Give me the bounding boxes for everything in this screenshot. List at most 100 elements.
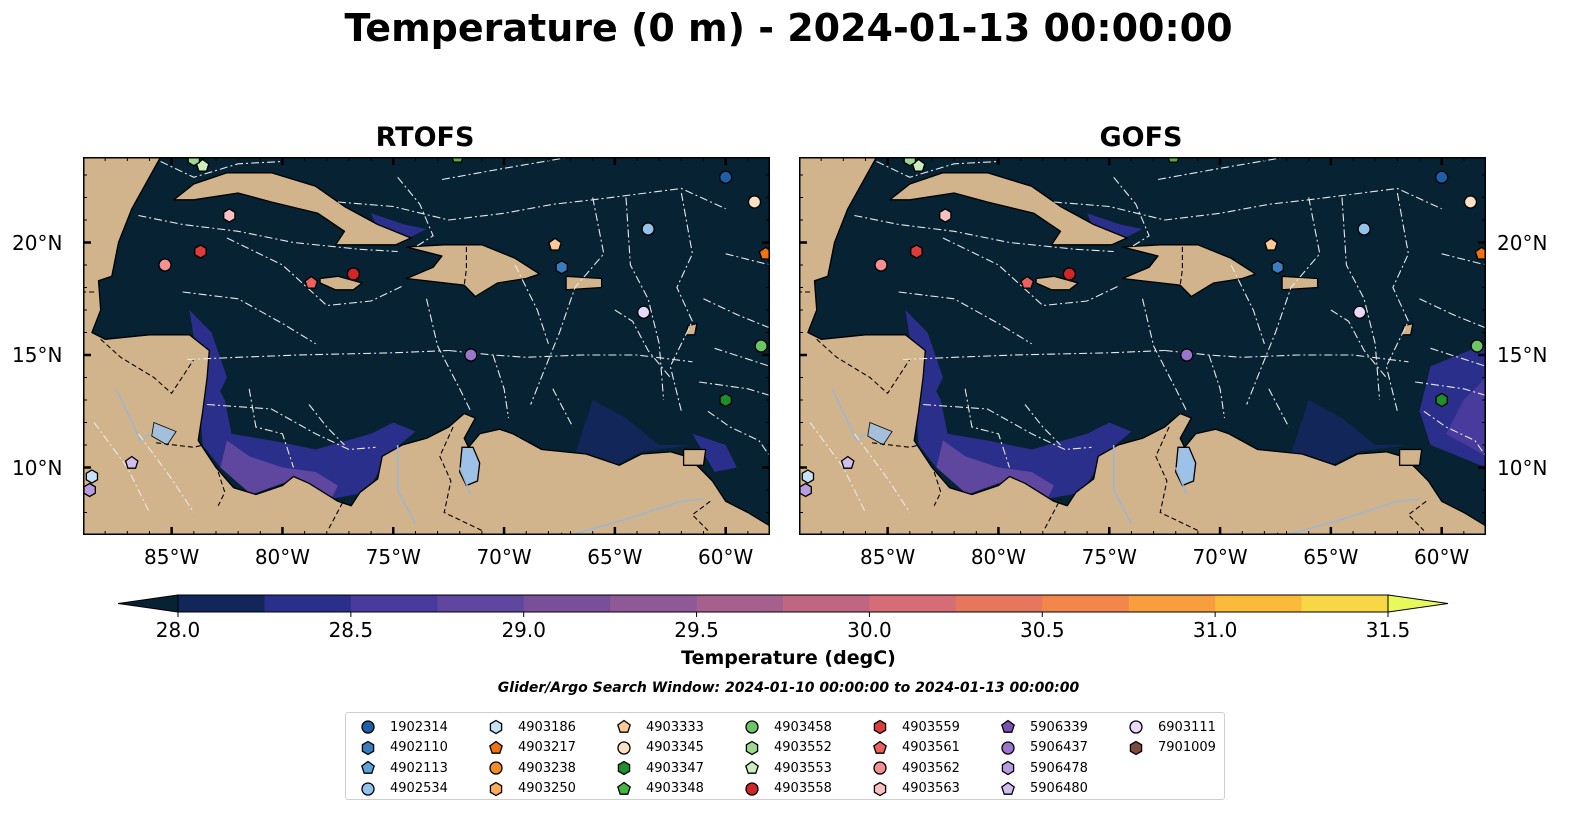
- legend-label: 4903458: [774, 719, 832, 735]
- legend-label: 4903186: [518, 719, 576, 735]
- float-marker-4902110: [555, 260, 568, 275]
- float-marker-4903562: [874, 258, 888, 272]
- hexagon-marker-icon: [617, 760, 631, 776]
- lon-tick-label: 75°W: [1081, 545, 1137, 569]
- lon-tick-label: 85°W: [860, 545, 916, 569]
- legend-item: 4903553: [744, 758, 832, 779]
- float-marker-4903458: [1470, 339, 1484, 353]
- legend-marker: [1129, 720, 1143, 734]
- hexagon-marker-icon: [1129, 740, 1143, 756]
- legend-column: 6903111 7901009: [1128, 717, 1216, 758]
- legend-item: 4903558: [744, 779, 832, 800]
- colorbar-tick-label: 28.5: [328, 618, 374, 642]
- hexagon-marker-icon: [745, 740, 759, 756]
- legend-item: 4903238: [488, 758, 576, 779]
- pentagon-marker-icon: [361, 760, 375, 775]
- legend-item: 4903333: [616, 717, 704, 738]
- legend-item: 4902110: [360, 738, 448, 759]
- lat-tick-label-left: 15°N: [12, 343, 63, 367]
- pentagon-marker-icon: [1001, 781, 1015, 795]
- float-marker-4903563: [223, 208, 236, 223]
- legend-item: 4903348: [616, 779, 704, 800]
- legend-label: 4902110: [390, 740, 448, 756]
- float-marker-4903558: [346, 267, 361, 281]
- colorbar-bin: [1215, 595, 1303, 612]
- legend-marker: [617, 781, 631, 795]
- float-marker-5906437: [1180, 348, 1194, 362]
- lon-tick-label: 60°W: [1414, 545, 1470, 569]
- circle-marker-icon: [745, 782, 759, 796]
- colorbar: [117, 594, 1449, 617]
- legend-item: 4903563: [872, 779, 960, 800]
- hexagon-marker-icon: [489, 781, 503, 797]
- float-marker-4903561: [1020, 275, 1035, 289]
- land: [799, 157, 1486, 535]
- legend-item: 4903217: [488, 738, 576, 759]
- legend-column: 4903333 4903345 4903347 4903348: [616, 717, 704, 799]
- colorbar-bin: [437, 595, 525, 612]
- colorbar-extend-min: [117, 594, 179, 613]
- colorbar-tick-label: 31.5: [1365, 618, 1411, 642]
- legend-item: 7901009: [1128, 738, 1216, 759]
- colorbar-label: Temperature (degC): [681, 647, 896, 669]
- legend-item: 1902314: [360, 717, 448, 738]
- legend-label: 4903561: [902, 740, 960, 756]
- legend-item: 5906478: [1000, 758, 1088, 779]
- legend-label: 4902113: [390, 760, 448, 776]
- lon-tick-label: 85°W: [144, 545, 200, 569]
- circle-marker-icon: [361, 782, 375, 796]
- legend-marker: [489, 761, 503, 775]
- legend-item: 4902534: [360, 779, 448, 800]
- legend-label: 4903348: [646, 781, 704, 797]
- lat-tick-label-left: 10°N: [12, 455, 63, 480]
- search-window-text: Glider/Argo Search Window: 2024-01-10 00…: [497, 680, 1080, 696]
- pentagon-marker-icon: [745, 760, 759, 775]
- legend-item: 4902113: [360, 758, 448, 779]
- float-marker-5906437: [464, 348, 478, 362]
- float-marker-4903217: [758, 246, 770, 260]
- legend-label: 5906437: [1030, 740, 1088, 756]
- float-marker-6903111: [1353, 305, 1367, 319]
- circle-marker-icon: [617, 741, 631, 755]
- pentagon-marker-icon: [1001, 719, 1015, 734]
- colorbar-bin: [264, 595, 352, 612]
- legend-label: 4903217: [518, 740, 576, 756]
- float-marker-4903186: [801, 469, 815, 484]
- float-marker-4903559: [194, 244, 207, 259]
- legend-item: 5906437: [1000, 738, 1088, 759]
- legend-label: 5906339: [1030, 719, 1088, 735]
- hexagon-marker-icon: [873, 719, 887, 735]
- legend-marker: [617, 741, 631, 755]
- legend-label: 4903250: [518, 781, 576, 797]
- circle-marker-icon: [873, 761, 887, 775]
- lat-tick-label-left: 20°N: [12, 230, 63, 255]
- lat-tick-label-right: 15°N: [1497, 343, 1548, 367]
- legend-label: 4903562: [902, 760, 960, 776]
- float-marker-4903186: [85, 469, 99, 484]
- float-marker-1902314: [719, 170, 733, 184]
- legend-column: 5906339 5906437 5906478 5906480: [1000, 717, 1088, 799]
- legend-item: 4903347: [616, 758, 704, 779]
- circle-marker-icon: [1129, 720, 1143, 734]
- float-marker-4903333: [548, 237, 562, 251]
- legend-label: 5906478: [1030, 760, 1088, 776]
- legend-marker: [361, 720, 375, 734]
- colorbar-tick-label: 30.0: [847, 618, 892, 642]
- panel-title-rtofs: RTOFS: [375, 122, 475, 153]
- legend-marker: [745, 740, 759, 756]
- legend-label: 4903559: [902, 719, 960, 735]
- legend-marker: [873, 761, 887, 775]
- legend-item: 4903458: [744, 717, 832, 738]
- legend-label: 4903333: [646, 719, 704, 735]
- legend-marker: [617, 719, 631, 734]
- float-marker-4903558: [1062, 267, 1077, 281]
- legend-label: 7901009: [1158, 740, 1216, 756]
- pentagon-marker-icon: [617, 781, 631, 795]
- colorbar-tick-label: 31.0: [1192, 618, 1238, 642]
- float-marker-6903111: [637, 305, 651, 319]
- legend-marker: [745, 782, 759, 796]
- colorbar-bin: [1042, 595, 1130, 612]
- float-marker-4903552: [187, 157, 201, 167]
- legend-label: 4903558: [774, 781, 832, 797]
- pentagon-marker-icon: [489, 740, 503, 754]
